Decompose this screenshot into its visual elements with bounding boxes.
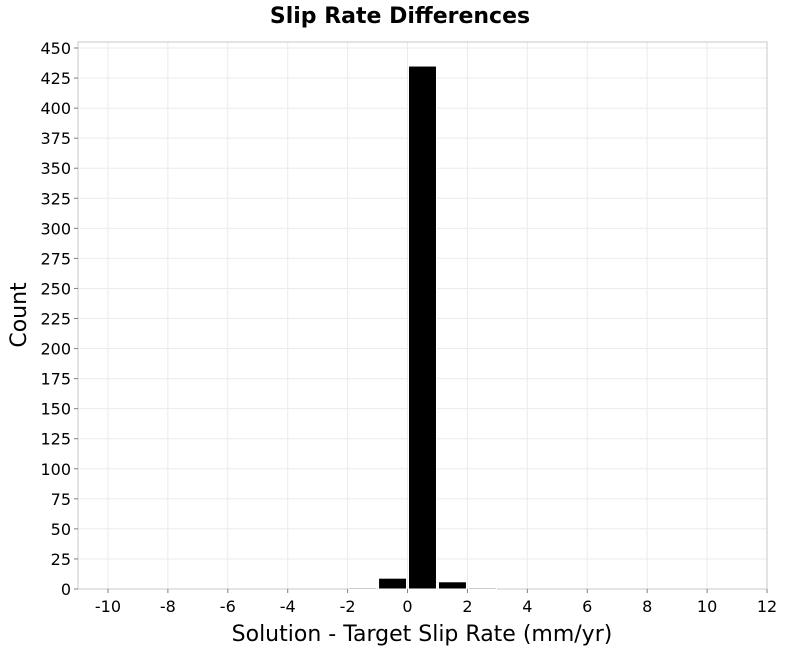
x-tick-label: -2 xyxy=(340,597,356,616)
histogram-bar xyxy=(378,577,408,590)
x-axis-label: Solution - Target Slip Rate (mm/yr) xyxy=(232,622,613,647)
y-tick-label: 50 xyxy=(51,520,71,539)
x-tick-label: -4 xyxy=(280,597,296,616)
y-axis-ticks: 0 25 50 75 100 125 150 175 200 225 250 275 300 325 350… xyxy=(40,39,78,599)
x-tick-label: 12 xyxy=(757,597,777,616)
y-tick-label: 350 xyxy=(40,159,71,178)
histogram-bar xyxy=(467,587,497,590)
y-tick-label: 400 xyxy=(40,99,71,118)
chart-title: Slip Rate Differences xyxy=(270,4,530,29)
y-tick-label: 100 xyxy=(40,460,71,479)
y-axis-label: Count xyxy=(7,282,32,348)
x-axis-ticks: -10 -8 -6 -4 -2 0 2 4 6 8 10 12 xyxy=(95,589,777,616)
y-tick-label: 125 xyxy=(40,430,71,449)
y-tick-label: 225 xyxy=(40,310,71,329)
y-tick-label: 325 xyxy=(40,189,71,208)
y-tick-label: 0 xyxy=(61,580,71,599)
y-tick-label: 75 xyxy=(51,490,71,509)
y-tick-label: 175 xyxy=(40,370,71,389)
y-tick-label: 250 xyxy=(40,279,71,298)
x-tick-label: 6 xyxy=(582,597,592,616)
y-tick-label: 150 xyxy=(40,400,71,419)
histogram-bars xyxy=(348,65,497,590)
histogram-bar xyxy=(348,587,378,590)
y-tick-label: 375 xyxy=(40,129,71,148)
y-tick-label: 200 xyxy=(40,340,71,359)
y-tick-label: 275 xyxy=(40,249,71,268)
y-tick-label: 425 xyxy=(40,69,71,88)
histogram-bar xyxy=(437,581,467,590)
y-tick-label: 450 xyxy=(40,39,71,58)
x-tick-label: 8 xyxy=(642,597,652,616)
x-tick-label: 0 xyxy=(402,597,412,616)
x-tick-label: 10 xyxy=(697,597,717,616)
x-tick-label: -10 xyxy=(95,597,121,616)
x-tick-label: 4 xyxy=(522,597,532,616)
histogram-bar xyxy=(408,65,437,590)
y-tick-label: 25 xyxy=(51,550,71,569)
x-tick-label: -8 xyxy=(160,597,176,616)
x-tick-label: 2 xyxy=(462,597,472,616)
y-tick-label: 300 xyxy=(40,219,71,238)
x-tick-label: -6 xyxy=(220,597,236,616)
